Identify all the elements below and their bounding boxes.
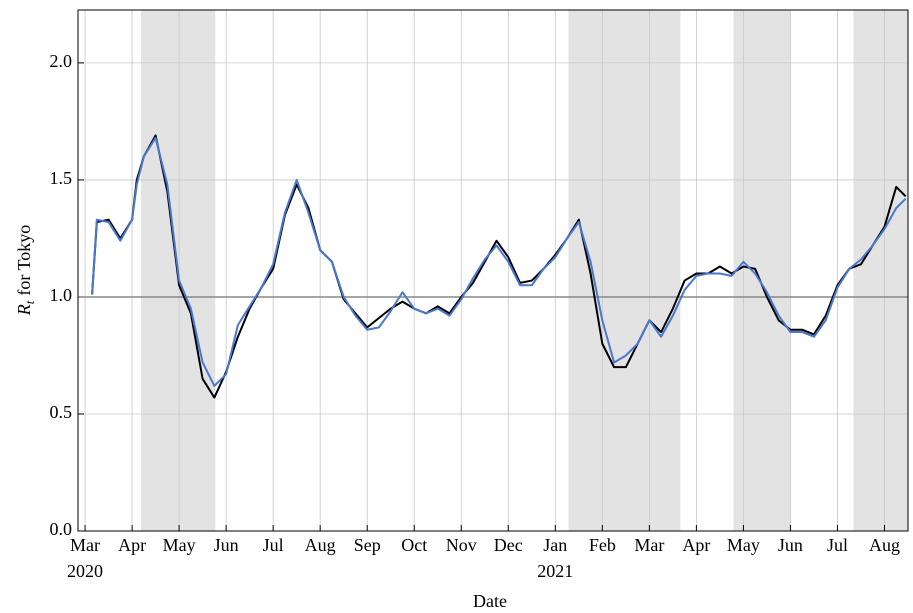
shaded-span — [568, 10, 681, 531]
x-tick-label: Apr — [118, 535, 146, 555]
x-tick-label: Sep — [354, 535, 381, 555]
x-tick-label: Nov — [446, 535, 477, 555]
y-tick-label: 1.5 — [50, 168, 73, 188]
x-tick-label: Jul — [827, 535, 848, 555]
x-tick-label: Aug — [305, 535, 336, 555]
x-tick-label: Apr — [682, 535, 710, 555]
y-label-subscript: t — [22, 300, 37, 304]
x-tick-label: Jul — [263, 535, 284, 555]
x-year-label: 2021 — [537, 561, 573, 581]
y-label-symbol: R — [14, 304, 34, 316]
shaded-span — [733, 10, 791, 531]
x-tick-label: Jun — [214, 535, 239, 555]
x-tick-label: May — [727, 535, 760, 555]
x-tick-label: Jun — [778, 535, 803, 555]
x-tick-label: Jan — [543, 535, 567, 555]
x-axis-label: Date — [473, 591, 507, 611]
x-tick-label: Aug — [869, 535, 900, 555]
plot-frame — [77, 9, 909, 532]
x-tick-label: Mar — [70, 535, 100, 555]
y-tick-label: 2.0 — [50, 51, 73, 71]
y-tick-label: 0.5 — [50, 402, 73, 422]
shaded-span — [853, 10, 908, 531]
x-tick-label: Oct — [401, 535, 427, 555]
x-tick-label: Dec — [494, 535, 523, 555]
x-tick-label: May — [163, 535, 196, 555]
y-axis-label: Rt for Tokyo — [14, 225, 37, 317]
y-tick-label: 1.0 — [50, 285, 73, 305]
x-tick-label: Mar — [634, 535, 664, 555]
series-line — [91, 136, 907, 387]
x-year-label: 2020 — [67, 561, 103, 581]
y-tick-label: 0.0 — [50, 519, 73, 539]
x-tick-label: Feb — [589, 535, 616, 555]
y-label-rest: for Tokyo — [14, 225, 34, 296]
